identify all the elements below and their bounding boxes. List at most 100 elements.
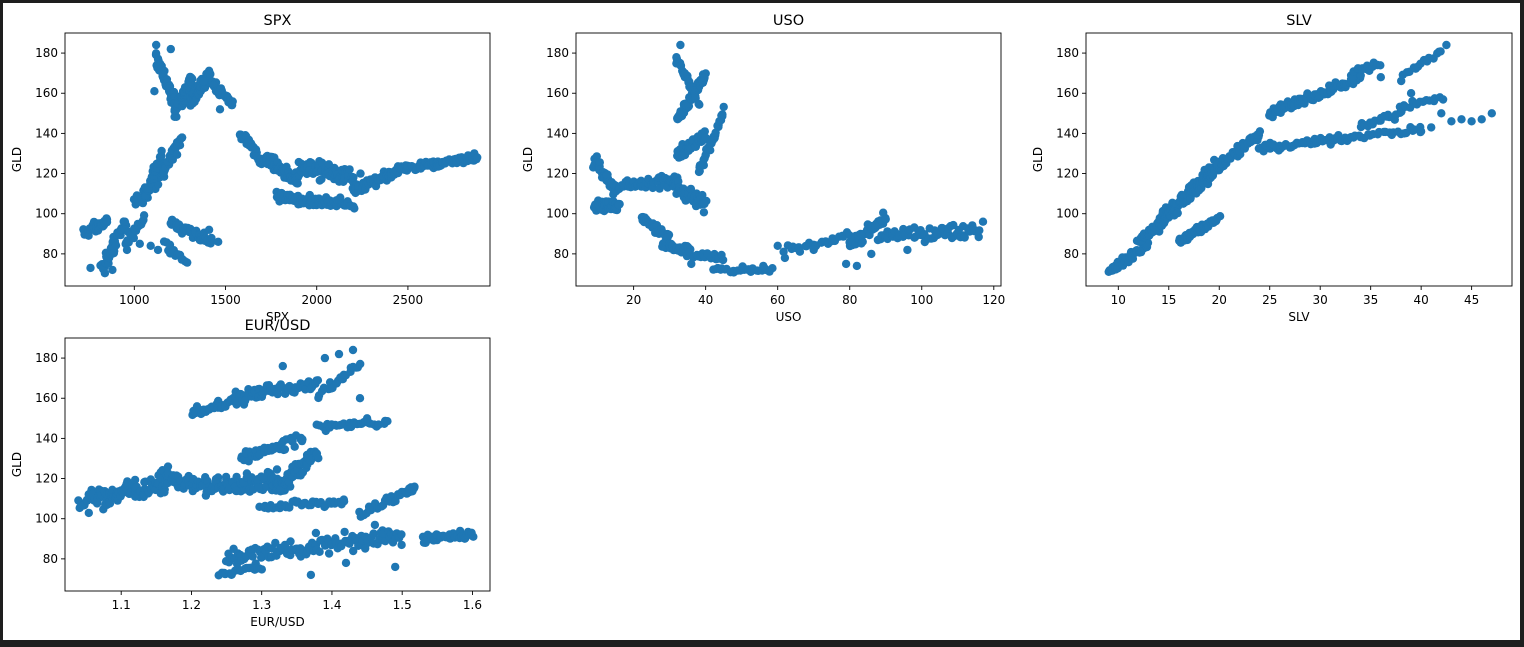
x-tick-label: 1.1	[112, 598, 131, 612]
scatter-point	[257, 565, 266, 574]
scatter-point	[355, 394, 365, 403]
x-tick-label: 30	[1313, 293, 1328, 307]
y-tick-label: 160	[35, 86, 58, 100]
scatter-point	[383, 417, 392, 426]
scatter-point	[341, 558, 351, 568]
y-tick-label: 160	[35, 391, 58, 405]
x-axis-label: USO	[776, 310, 802, 324]
scatter-point	[130, 475, 140, 485]
scatter-point	[146, 241, 155, 250]
scatter-point	[391, 562, 400, 572]
scatter-point	[84, 508, 94, 518]
scatter-point	[1442, 40, 1451, 50]
chart-title: EUR/USD	[245, 318, 311, 334]
scatter-point	[172, 150, 182, 159]
scatter-point	[1409, 125, 1419, 134]
y-tick-label: 80	[554, 247, 569, 261]
scatter-point	[160, 488, 169, 497]
x-tick-label: 20	[626, 293, 641, 307]
scatter-point	[698, 190, 707, 200]
scatter-point	[152, 40, 161, 50]
scatter-point	[1467, 117, 1476, 126]
x-tick-label: 1.2	[182, 598, 201, 612]
x-tick-label: 2000	[301, 293, 332, 307]
scatter-point	[349, 202, 358, 211]
x-tick-label: 45	[1464, 293, 1479, 307]
scatter-point	[1438, 95, 1448, 104]
scatter-point	[314, 454, 323, 463]
scatter-point	[405, 484, 414, 493]
scatter-points	[1104, 40, 1497, 276]
scatter-point	[1457, 115, 1466, 124]
scatter-point	[111, 241, 121, 250]
scatter-point	[809, 245, 818, 255]
scatter-point	[290, 442, 299, 451]
chart-title: SPX	[264, 13, 292, 29]
x-axis-label: EUR/USD	[250, 615, 304, 629]
scatter-point	[1376, 73, 1386, 82]
scatter-point	[780, 253, 790, 263]
y-tick-label: 140	[546, 126, 569, 140]
chart-title: USO	[773, 13, 804, 29]
scatter-point	[974, 232, 983, 242]
scatter-point	[278, 361, 287, 371]
scatter-point	[700, 199, 709, 209]
scatter-point	[1427, 123, 1436, 132]
scatter-point	[700, 127, 709, 136]
scatter-point	[718, 110, 727, 119]
scatter-point	[858, 237, 867, 246]
x-tick-label: 1.5	[393, 598, 412, 612]
x-tick-label: 40	[1414, 293, 1429, 307]
scatter-point	[271, 538, 280, 548]
scatter-point	[978, 217, 988, 226]
y-tick-label: 180	[546, 46, 569, 60]
scatter-point	[867, 249, 876, 259]
y-axis-label: GLD	[521, 147, 535, 172]
scatter-point	[163, 462, 173, 471]
x-tick-label: 1.4	[322, 598, 341, 612]
scatter-point	[841, 259, 851, 269]
scatter-point	[293, 179, 302, 188]
y-tick-label: 140	[35, 431, 58, 445]
scatter-point	[207, 233, 216, 243]
scatter-point	[759, 261, 768, 271]
scatter-point	[139, 211, 149, 220]
y-tick-label: 80	[43, 552, 58, 566]
scatter-point	[1416, 127, 1426, 136]
scatter-point	[153, 180, 163, 189]
y-tick-label: 80	[43, 247, 58, 261]
scatter-point	[311, 528, 321, 538]
scatter-point	[324, 549, 334, 558]
scatter-point	[676, 40, 685, 50]
scatter-point	[135, 239, 144, 248]
scatter-point	[254, 483, 263, 492]
axes-frame	[64, 32, 491, 287]
y-tick-label: 100	[35, 512, 58, 526]
y-tick-label: 100	[546, 207, 569, 221]
y-tick-label: 140	[35, 126, 58, 140]
scatter-point	[356, 359, 365, 369]
scatter-point	[687, 259, 696, 269]
scatter-point	[349, 173, 358, 182]
scatter-point	[120, 217, 130, 226]
scatter-point	[187, 73, 196, 83]
y-tick-label: 80	[1064, 247, 1079, 261]
scatter-point	[345, 165, 354, 174]
y-tick-label: 180	[35, 351, 58, 365]
scatter-point	[102, 217, 112, 227]
scatter-point	[232, 472, 241, 482]
scatter-point	[949, 220, 958, 230]
axes-frame	[1085, 32, 1513, 287]
x-tick-label: 40	[698, 293, 713, 307]
scatter-point	[1487, 109, 1497, 118]
scatter-point	[695, 100, 704, 109]
scatter-point	[1436, 47, 1445, 56]
scatter-point	[166, 44, 175, 54]
scatter-point	[86, 263, 95, 273]
x-tick-label: 15	[1161, 293, 1176, 307]
y-tick-label: 120	[35, 472, 58, 486]
axes-frame	[575, 32, 1002, 287]
scatter-point	[469, 532, 478, 541]
scatter-point	[362, 414, 372, 423]
scatter-point	[227, 100, 237, 110]
